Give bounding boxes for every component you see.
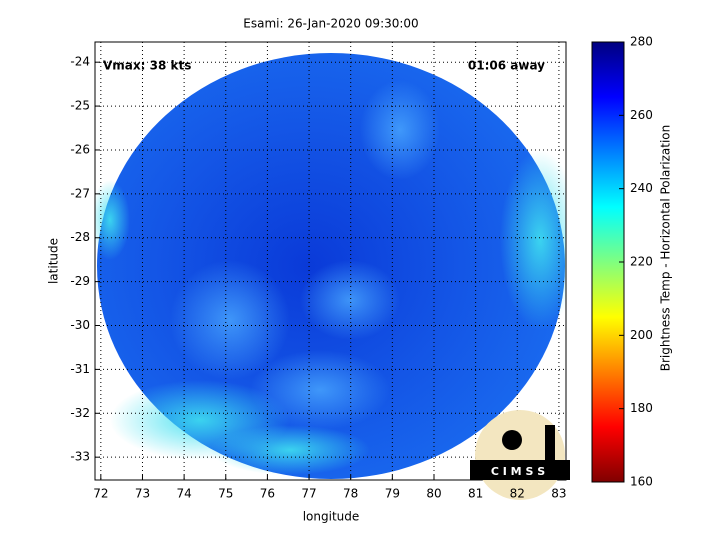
x-tick-label: 75 [218,487,233,501]
colorbar-tick-label: 260 [630,108,653,122]
x-tick-label: 76 [260,487,275,501]
x-tick-label: 82 [510,487,525,501]
y-tick-label: -31 [70,362,90,376]
chart-title: Esami: 26-Jan-2020 09:30:00 [243,17,418,31]
colorbar-tick-label: 160 [630,475,653,489]
y-tick-label: -29 [70,274,90,288]
axes-frame [94,41,567,481]
y-tick-label: -33 [70,450,90,464]
x-tick-label: 80 [426,487,441,501]
annotation: 01:06 away [468,59,545,73]
y-tick-label: -25 [70,99,90,113]
y-tick-label: -28 [70,230,90,244]
x-tick-label: 78 [343,487,358,501]
colorbar-tick-label: 240 [630,181,653,195]
brightness-image [95,53,566,479]
x-tick-label: 72 [93,487,108,501]
y-tick-label: -24 [70,55,90,69]
x-tick-label: 81 [468,487,483,501]
colorbar-label: Brightness Temp - Horizontal Polarizatio… [659,125,673,372]
x-tick-label: 73 [135,487,150,501]
x-tick-label: 74 [176,487,191,501]
x-axis-label: longitude [303,510,360,524]
annotation: Vmax: 38 kts [103,59,191,73]
x-tick-label: 79 [385,487,400,501]
y-tick-label: -26 [70,142,90,156]
cimss-logo: C I M S S [470,410,570,500]
y-axis-label: latitude [47,238,61,284]
colorbar-tick-label: 180 [630,401,653,415]
colorbar-tick-label: 200 [630,328,653,342]
colorbar-tick-label: 280 [630,35,653,49]
y-tick-label: -30 [70,318,90,332]
logo-text: C I M S S [491,465,545,478]
colorbar-tick-label: 220 [630,255,653,269]
colorbar [591,41,625,483]
y-tick-label: -32 [70,406,90,420]
x-tick-label: 83 [551,487,566,501]
y-tick-label: -27 [70,186,90,200]
x-tick-label: 77 [301,487,316,501]
